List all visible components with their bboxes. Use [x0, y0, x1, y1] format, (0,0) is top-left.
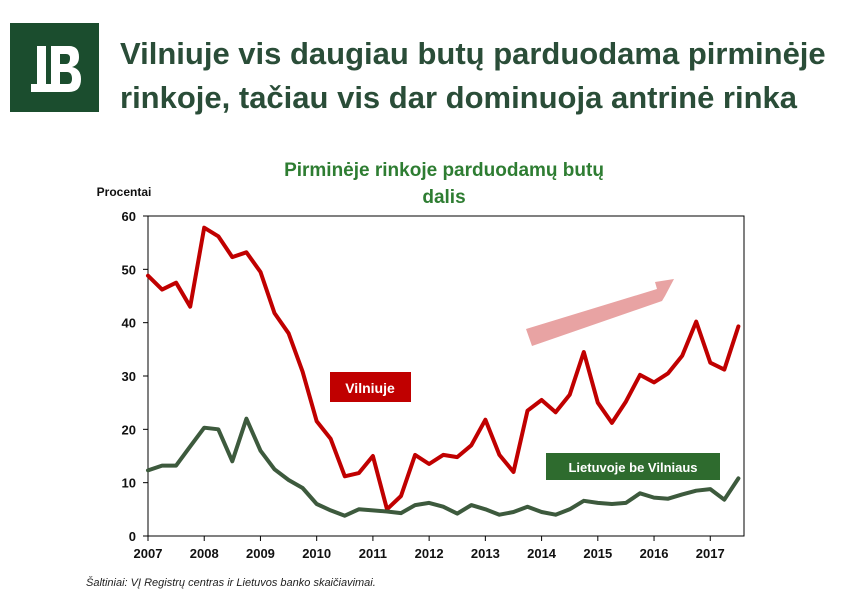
- x-tick-label: 2013: [471, 546, 500, 561]
- page-title-line2: rinkoje, tačiau vis dar dominuoja antrin…: [120, 80, 798, 115]
- x-tick-label: 2015: [583, 546, 612, 561]
- vilnius-label-box: Vilniuje: [330, 372, 411, 402]
- series-layer: [146, 225, 741, 518]
- x-tick-label: 2010: [302, 546, 331, 561]
- rest-label-box: Lietuvoje be Vilniaus: [546, 453, 720, 480]
- bank-logo: [10, 23, 99, 112]
- x-tick-label: 2012: [415, 546, 444, 561]
- y-axis-label: Procentai: [97, 185, 152, 199]
- x-tick-label: 2007: [134, 546, 163, 561]
- chart-title-line2: dalis: [422, 187, 465, 208]
- y-tick-label: 40: [122, 316, 136, 331]
- x-tick-label: 2009: [246, 546, 275, 561]
- y-tick-label: 20: [122, 422, 136, 437]
- y-tick-label: 60: [122, 209, 136, 224]
- page-title-line1: Vilniuje vis daugiau butų parduodama pir…: [120, 36, 826, 71]
- bank-of-lithuania-logo-icon: [30, 45, 81, 92]
- x-tick-label: 2017: [696, 546, 725, 561]
- vilnius-label: Vilniuje: [345, 380, 395, 396]
- y-tick-label: 50: [122, 262, 136, 277]
- y-tick-label: 30: [122, 369, 136, 384]
- y-axis: 0 10 20 30 40 50 60: [122, 209, 148, 544]
- chart-title-line1: Pirminėje rinkoje parduodamų butų: [284, 160, 604, 181]
- page-title: Vilniuje vis daugiau butų parduodama pir…: [120, 32, 840, 120]
- series-line-vilnius: [146, 225, 741, 512]
- trend-arrow: [526, 279, 674, 346]
- y-tick-label: 0: [129, 529, 136, 544]
- x-tick-label: 2011: [359, 546, 387, 561]
- rest-label: Lietuvoje be Vilniaus: [568, 460, 697, 475]
- source-note: Šaltiniai: VĮ Registrų centras ir Lietuv…: [86, 577, 376, 589]
- plot-area-frame: [147, 215, 745, 537]
- x-tick-label: 2008: [190, 546, 219, 561]
- x-tick-label: 2014: [527, 546, 557, 561]
- series-line-rest-of-lithuania: [146, 416, 741, 518]
- x-tick-label: 2016: [640, 546, 669, 561]
- line-chart: Pirminėje rinkoje parduodamų butų dalis …: [97, 160, 745, 561]
- y-tick-label: 10: [122, 476, 136, 491]
- x-axis: 2007 2008 2009 2010 2011 2012 2013 2014 2015 2016…: [134, 536, 725, 561]
- chart-title: Pirminėje rinkoje parduodamų butų dalis: [284, 160, 604, 208]
